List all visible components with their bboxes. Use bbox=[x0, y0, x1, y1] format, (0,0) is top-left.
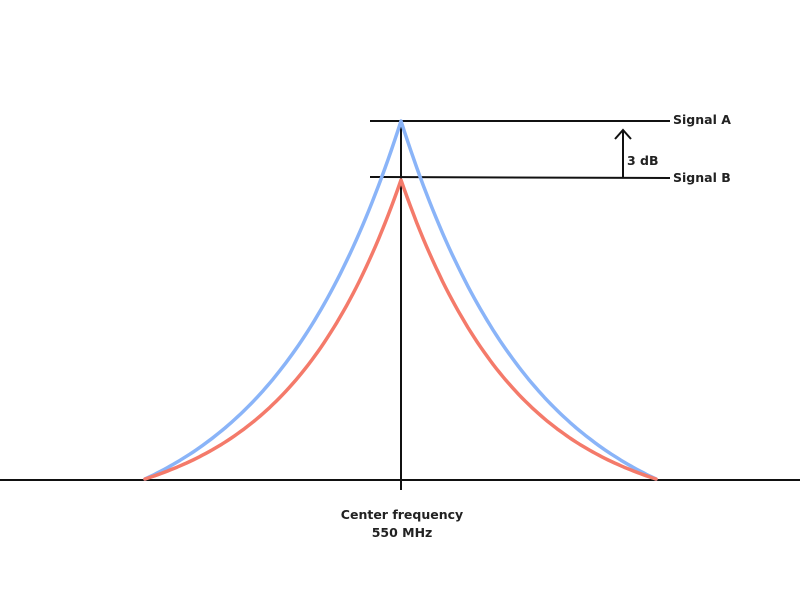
signal-a-label: Signal A bbox=[673, 112, 731, 127]
signal-a-curve bbox=[143, 119, 658, 481]
center-frequency-label: Center frequency bbox=[341, 507, 463, 522]
signal-b-curve bbox=[143, 178, 658, 481]
signal-b-label: Signal B bbox=[673, 170, 731, 185]
signal-b-peak-line bbox=[369, 176, 671, 179]
difference-label: 3 dB bbox=[627, 153, 659, 168]
arrow-up-icon bbox=[614, 128, 632, 177]
center-frequency-value: 550 MHz bbox=[372, 525, 433, 540]
